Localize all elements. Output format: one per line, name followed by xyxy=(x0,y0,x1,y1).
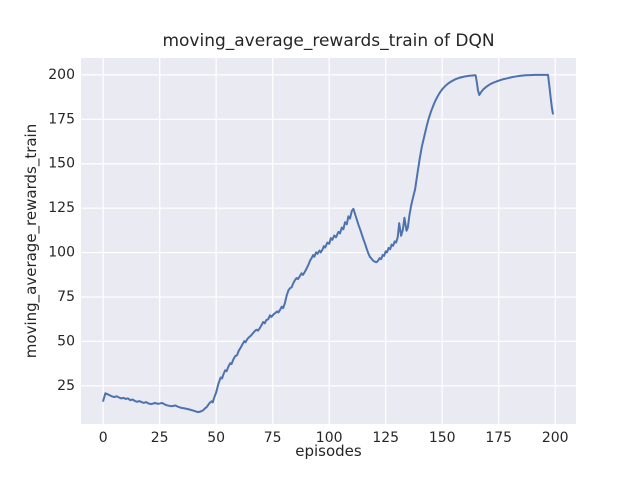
x-axis-tick-labels: 0 25 50 75 100 125 150 175 200 xyxy=(99,430,569,446)
x-tick-label: 0 xyxy=(99,430,108,446)
y-axis-label: moving_average_rewards_train xyxy=(22,124,41,358)
chart-title: moving_average_rewards_train of DQN xyxy=(162,31,494,51)
y-tick-label: 200 xyxy=(48,67,75,83)
y-tick-label: 125 xyxy=(48,200,75,216)
y-tick-label: 150 xyxy=(48,156,75,172)
y-tick-label: 175 xyxy=(48,111,75,127)
x-tick-label: 150 xyxy=(429,430,456,446)
y-tick-label: 100 xyxy=(48,245,75,261)
y-tick-label: 25 xyxy=(57,378,75,394)
plot-background xyxy=(81,58,576,424)
reward-line xyxy=(102,73,554,414)
y-axis-tick-labels: 25 50 75 100 125 150 175 200 xyxy=(48,67,75,394)
x-tick-label: 75 xyxy=(264,430,282,446)
x-tick-label: 175 xyxy=(485,430,512,446)
x-tick-label: 50 xyxy=(207,430,225,446)
x-tick-label: 100 xyxy=(316,430,343,446)
gridlines xyxy=(81,58,576,424)
x-tick-label: 125 xyxy=(372,430,399,446)
x-tick-label: 25 xyxy=(151,430,169,446)
y-tick-label: 75 xyxy=(57,289,75,305)
x-axis-label: episodes xyxy=(295,442,362,460)
y-tick-label: 50 xyxy=(57,333,75,349)
x-tick-label: 200 xyxy=(542,430,569,446)
